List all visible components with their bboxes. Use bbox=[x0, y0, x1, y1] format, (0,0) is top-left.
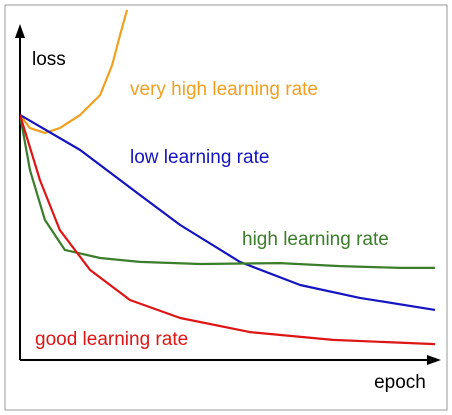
series-label: low learning rate bbox=[130, 147, 269, 168]
series-label: high learning rate bbox=[242, 229, 389, 250]
series-label: good learning rate bbox=[35, 329, 188, 350]
loss-curve bbox=[20, 113, 436, 311]
plot-area bbox=[20, 9, 436, 346]
loss-curve bbox=[20, 114, 435, 269]
loss-curve bbox=[20, 114, 436, 346]
y-axis-arrow bbox=[15, 24, 25, 38]
loss-curve bbox=[20, 9, 129, 134]
x-axis-label: epoch bbox=[374, 372, 426, 393]
series-label: very high learning rate bbox=[130, 79, 318, 100]
x-axis-arrow bbox=[427, 355, 441, 365]
y-axis-label: loss bbox=[32, 49, 66, 70]
